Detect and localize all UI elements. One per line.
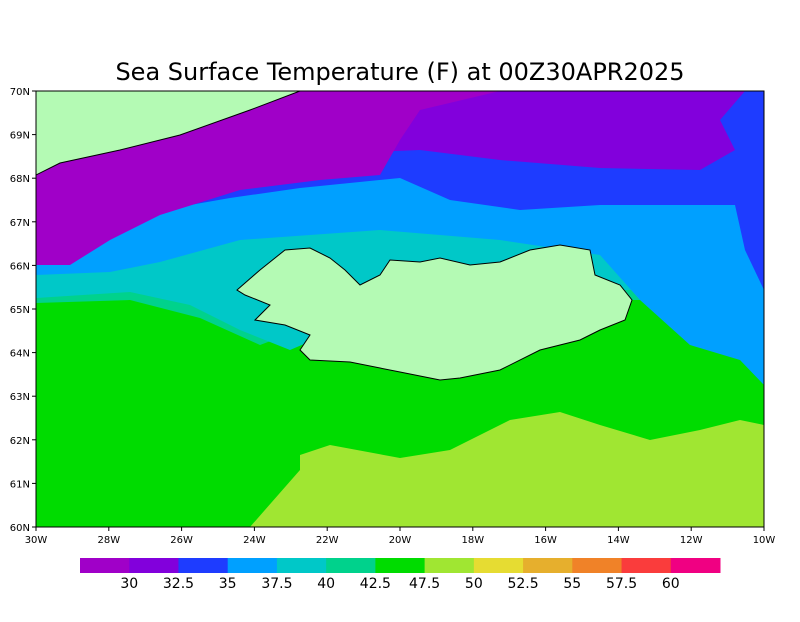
lon-label: 18W bbox=[461, 535, 484, 546]
lon-label: 12W bbox=[680, 535, 703, 546]
colorbar-swatch bbox=[375, 558, 426, 573]
map-title: Sea Surface Temperature (F) at 00Z30APR2… bbox=[115, 58, 684, 86]
colorbar-swatch bbox=[276, 558, 327, 573]
colorbar-swatch bbox=[178, 558, 229, 573]
lat-label: 64N bbox=[10, 349, 30, 360]
lat-label: 66N bbox=[10, 261, 30, 272]
colorbar-swatch bbox=[523, 558, 573, 573]
colorbar-label: 37.5 bbox=[261, 576, 292, 592]
colorbar-label: 57.5 bbox=[606, 576, 637, 592]
colorbar-label: 30 bbox=[120, 576, 138, 592]
lat-label: 61N bbox=[10, 479, 30, 490]
iceland bbox=[236, 244, 633, 381]
colorbar-label: 60 bbox=[662, 576, 680, 592]
lon-label: 10W bbox=[753, 535, 776, 546]
colorbar-label: 42.5 bbox=[360, 576, 391, 592]
colorbar-swatch bbox=[80, 558, 130, 573]
colorbar-label: 55 bbox=[563, 576, 581, 592]
lat-label: 63N bbox=[10, 392, 30, 403]
sst-zone bbox=[250, 412, 764, 527]
lon-label: 28W bbox=[97, 535, 120, 546]
colorbar-swatch bbox=[326, 558, 376, 573]
lat-label: 60N bbox=[10, 523, 30, 534]
colorbar-swatch bbox=[424, 558, 475, 573]
lat-label: 62N bbox=[10, 436, 30, 447]
colorbar-label: 40 bbox=[317, 576, 335, 592]
colorbar-swatch bbox=[227, 558, 278, 573]
colorbar-swatch bbox=[621, 558, 672, 573]
lat-label: 70N bbox=[10, 87, 30, 98]
colorbar-swatch bbox=[572, 558, 623, 573]
lat-label: 69N bbox=[10, 131, 30, 142]
colorbar-label: 47.5 bbox=[409, 576, 440, 592]
colorbar-swatch bbox=[129, 558, 179, 573]
colorbar-label: 32.5 bbox=[163, 576, 194, 592]
colorbar-swatch bbox=[670, 558, 721, 573]
lon-label: 16W bbox=[534, 535, 557, 546]
lat-label: 65N bbox=[10, 305, 30, 316]
lon-label: 24W bbox=[243, 535, 266, 546]
lon-label: 22W bbox=[316, 535, 339, 546]
lon-label: 14W bbox=[607, 535, 630, 546]
colorbar-swatch bbox=[473, 558, 524, 573]
colorbar-label: 52.5 bbox=[507, 576, 538, 592]
map-area bbox=[36, 91, 764, 527]
greenland bbox=[36, 91, 301, 176]
lat-label: 67N bbox=[10, 218, 30, 229]
lon-label: 30W bbox=[25, 535, 48, 546]
lon-label: 26W bbox=[170, 535, 193, 546]
lon-label: 20W bbox=[389, 535, 412, 546]
lat-label: 68N bbox=[10, 174, 30, 185]
colorbar-label: 35 bbox=[219, 576, 237, 592]
colorbar-label: 50 bbox=[465, 576, 483, 592]
